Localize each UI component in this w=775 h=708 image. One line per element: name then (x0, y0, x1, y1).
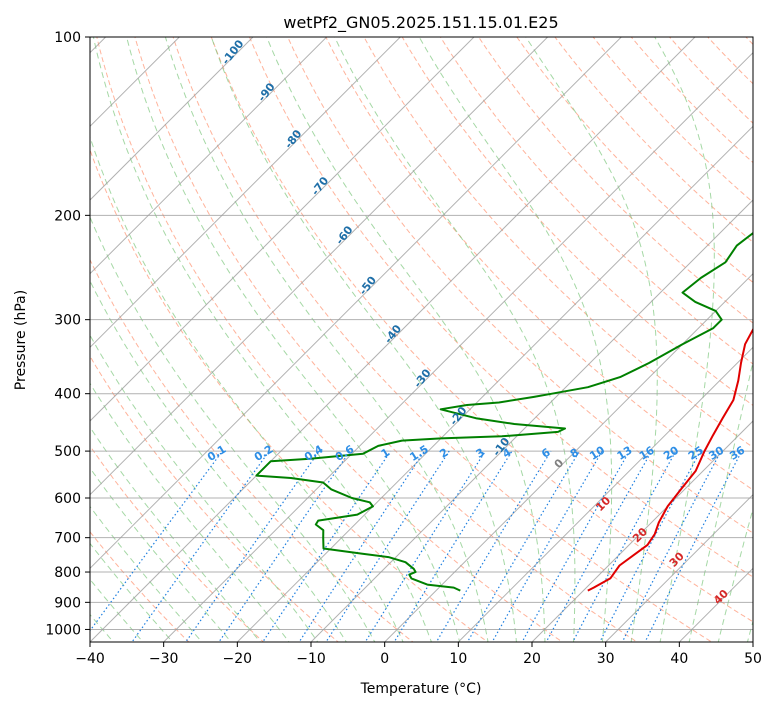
isotherm-line (90, 37, 328, 275)
moist-adiabat (92, 37, 432, 642)
y-tick-label: 800 (54, 565, 81, 581)
temperature-line (587, 327, 753, 592)
x-axis-title: Temperature (°C) (360, 681, 482, 697)
dry-adiabat (172, 37, 713, 642)
x-tick-label: −30 (149, 651, 179, 667)
isotherm-line (604, 493, 753, 642)
isotherm-line (90, 37, 696, 642)
dry-adiabat (248, 37, 753, 578)
y-axis: 100 200 300 400 500 600 700 800 900 1000 (45, 30, 90, 638)
mixing-ratio-line (218, 450, 351, 642)
dry-adiabat (478, 37, 753, 324)
y-tick-label: 700 (54, 531, 81, 547)
moist-adiabat (654, 37, 715, 642)
dry-adiabat (90, 355, 339, 642)
dewpoint-line (255, 231, 753, 592)
isotherm-line (531, 420, 753, 642)
profiles (255, 231, 753, 592)
mixing-ratio-line (131, 450, 270, 642)
dry-adiabat (90, 258, 414, 642)
moist-adiabat (418, 37, 613, 642)
mixing-ratio-line (599, 450, 702, 642)
mixing-ratio-line (491, 450, 603, 642)
y-tick-label: 400 (54, 387, 81, 403)
dry-adiabat (90, 531, 190, 642)
mixing-ratio-line (325, 450, 450, 642)
dry-adiabat (134, 37, 638, 642)
moist-adiabat (266, 37, 546, 642)
dry-adiabat (287, 37, 753, 534)
moist-adiabat (717, 506, 753, 642)
x-tick-label: 40 (670, 651, 688, 667)
isotherm-line (90, 37, 623, 570)
dry-adiabat (210, 37, 753, 623)
mixing-ratio-line (393, 450, 513, 642)
y-tick-label: 300 (54, 313, 81, 329)
isotherm-line (90, 37, 254, 201)
x-tick-label: −40 (75, 651, 105, 667)
moist-adiabat (90, 334, 319, 642)
mixing-ratio-line (262, 450, 392, 642)
mixing-ratio-line (466, 450, 580, 642)
isotherm-line (90, 37, 475, 422)
moist-adiabat (334, 37, 576, 642)
y-tick-label: 900 (54, 595, 81, 611)
y-tick-label: 1000 (45, 622, 81, 638)
chart-title: wetPf2_GN05.2025.151.15.01.E25 (283, 13, 558, 33)
y-tick-label: 200 (54, 208, 81, 224)
mixing-ratio-line (545, 450, 653, 642)
x-axis: −40 −30 −20 −10 0 10 20 30 40 50 (75, 642, 762, 667)
x-tick-label: 30 (597, 651, 615, 667)
x-tick-label: 0 (380, 651, 389, 667)
mixing-ratio-line (298, 450, 425, 642)
background-lines (90, 37, 753, 642)
x-tick-label: 10 (449, 651, 467, 667)
mixing-ratio-line (364, 450, 486, 642)
dry-adiabat (401, 37, 753, 406)
isotherm-line (310, 199, 753, 642)
y-axis-title: Pressure (hPa) (13, 290, 29, 390)
isotherm-line (457, 346, 753, 642)
x-tick-label: 20 (523, 651, 541, 667)
dry-adiabat (363, 37, 753, 448)
dry-adiabat (90, 445, 265, 642)
y-tick-label: 600 (54, 491, 81, 507)
mixing-ratio-line (572, 450, 677, 642)
x-tick-label: −10 (296, 651, 326, 667)
mixing-ratio-line (435, 450, 552, 642)
plot-frame (89, 36, 754, 643)
isotherm-line (90, 37, 402, 349)
isotherm-line (90, 37, 549, 496)
y-tick-label: 500 (54, 444, 81, 460)
y-tick-label: 100 (54, 30, 81, 46)
dry-adiabat (90, 148, 489, 642)
x-tick-label: −20 (223, 651, 253, 667)
isotherm-line (383, 272, 753, 642)
x-tick-label: 50 (744, 651, 762, 667)
isotherm-line (162, 51, 753, 642)
